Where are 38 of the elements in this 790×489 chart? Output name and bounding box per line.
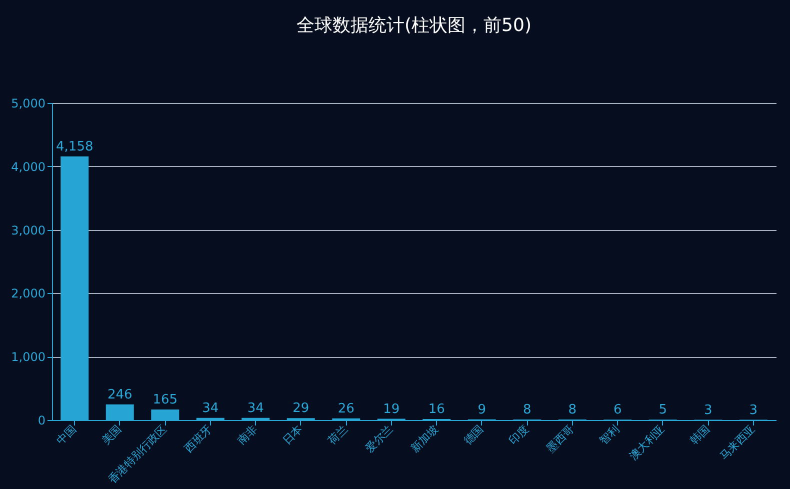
data-label: 16 bbox=[428, 402, 445, 417]
x-tick-label: 日本 bbox=[280, 422, 306, 448]
x-tick-label: 美国 bbox=[99, 422, 124, 448]
data-label: 34 bbox=[247, 400, 264, 416]
y-tick-label: 3,000 bbox=[11, 223, 46, 238]
data-label: 26 bbox=[338, 401, 354, 416]
data-label: 246 bbox=[107, 387, 132, 402]
x-tick-label: 智利 bbox=[597, 422, 622, 448]
y-tick-label: 0 bbox=[38, 414, 46, 428]
x-tick-label: 南非 bbox=[235, 422, 260, 448]
y-tick-label: 1,000 bbox=[11, 350, 46, 364]
data-label: 8 bbox=[568, 402, 577, 418]
x-tick-label: 西班牙 bbox=[182, 422, 215, 456]
x-tick-label: 中国 bbox=[54, 422, 79, 448]
data-label: 19 bbox=[383, 402, 400, 417]
data-label: 165 bbox=[152, 392, 178, 408]
data-label: 6 bbox=[613, 402, 622, 418]
y-tick-label: 5,000 bbox=[11, 96, 46, 110]
y-tick-label: 4,000 bbox=[11, 160, 46, 174]
data-label: 3 bbox=[749, 402, 758, 418]
x-tick-label: 墨西哥 bbox=[544, 422, 577, 456]
x-tick-label: 澳大利亚 bbox=[626, 422, 668, 463]
x-tick-label: 印度 bbox=[506, 422, 532, 448]
x-tick-label: 爱尔兰 bbox=[363, 422, 396, 456]
chart-title: 全球数据统计(柱状图，前50) bbox=[296, 15, 532, 36]
x-tick-label: 新加坡 bbox=[408, 422, 441, 456]
data-label: 4,158 bbox=[56, 139, 94, 154]
y-tick-label: 2,000 bbox=[11, 286, 46, 301]
data-label: 5 bbox=[658, 402, 668, 418]
data-label: 3 bbox=[704, 402, 712, 418]
x-tick-label: 荷兰 bbox=[326, 422, 350, 448]
data-label: 34 bbox=[202, 400, 219, 416]
data-label: 8 bbox=[522, 402, 532, 418]
data-label: 9 bbox=[478, 402, 486, 418]
x-tick-label: 德国 bbox=[461, 422, 486, 448]
data-label: 29 bbox=[292, 401, 310, 416]
x-tick-label: 马来西亚 bbox=[717, 422, 758, 463]
x-tick-label: 韩国 bbox=[688, 422, 712, 448]
